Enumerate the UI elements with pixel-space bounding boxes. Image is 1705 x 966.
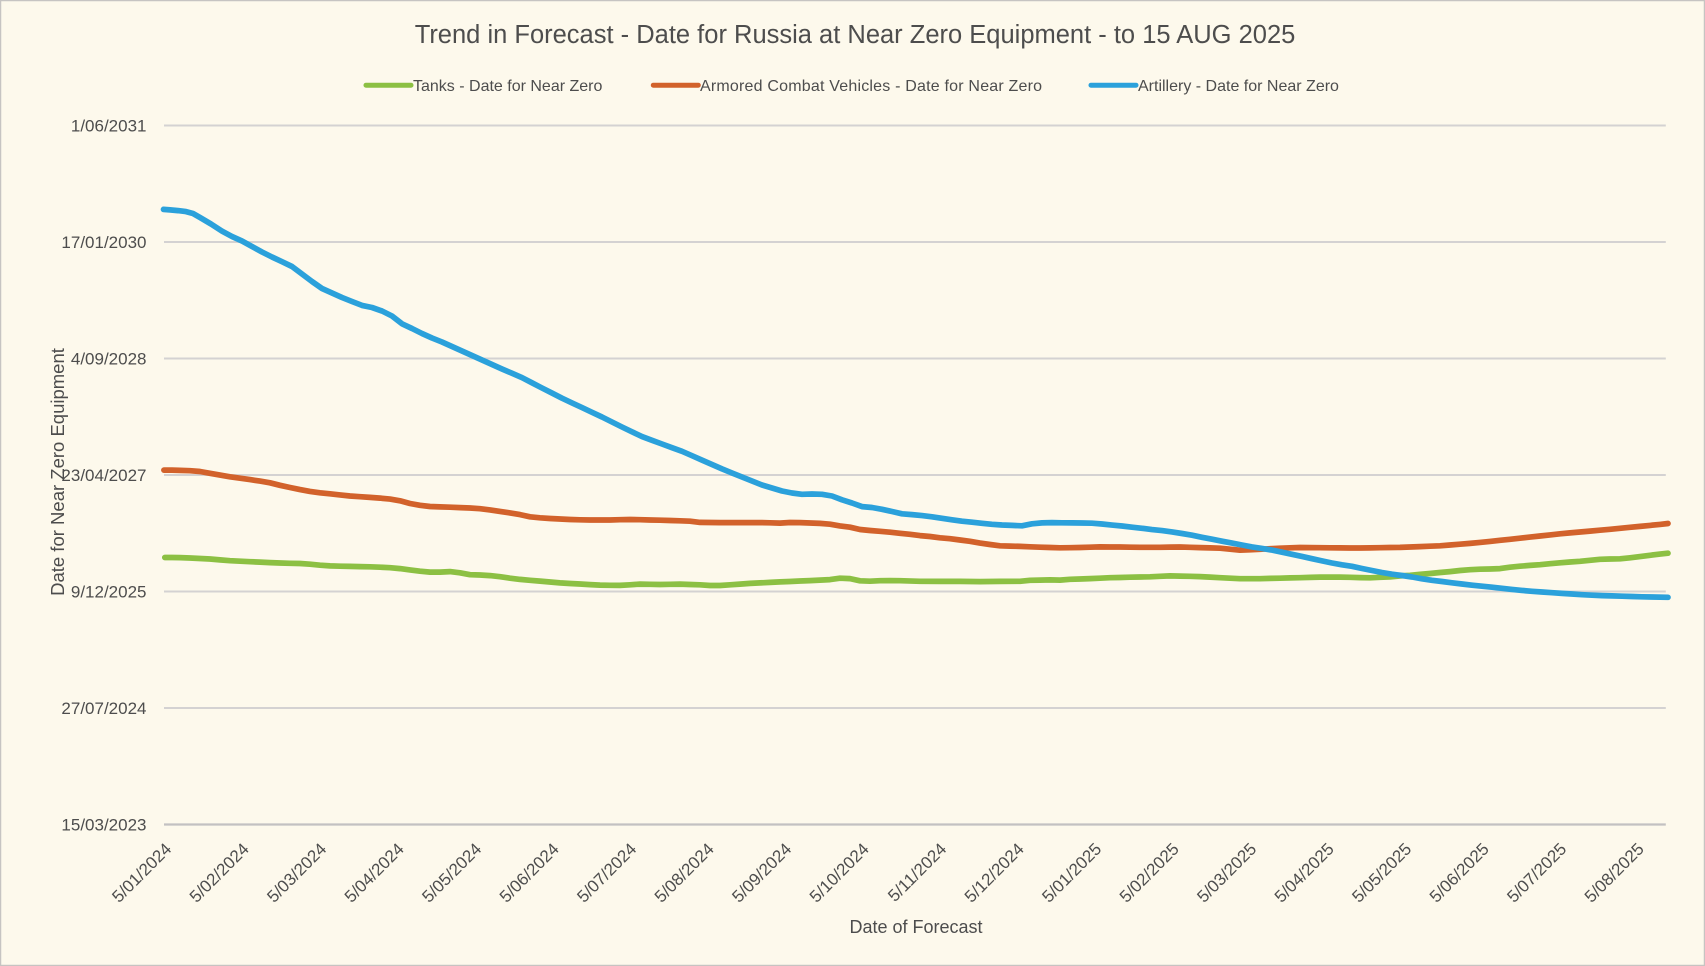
svg-text:4/09/2028: 4/09/2028 (71, 350, 147, 369)
svg-text:Armored Combat Vehicles - Date: Armored Combat Vehicles - Date for Near … (700, 78, 1042, 95)
svg-text:27/07/2024: 27/07/2024 (61, 699, 146, 718)
svg-text:Tanks - Date for Near Zero: Tanks - Date for Near Zero (413, 78, 603, 95)
svg-text:9/12/2025: 9/12/2025 (71, 583, 147, 602)
svg-text:17/01/2030: 17/01/2030 (61, 233, 146, 252)
svg-text:Date of Forecast: Date of Forecast (849, 917, 982, 937)
svg-text:15/03/2023: 15/03/2023 (61, 816, 146, 835)
svg-text:Date for Near Zero Equipment: Date for Near Zero Equipment (47, 348, 68, 596)
svg-text:1/06/2031: 1/06/2031 (71, 117, 147, 136)
svg-text:Trend in Forecast - Date for R: Trend in Forecast - Date for Russia at N… (415, 21, 1296, 49)
svg-text:Artillery - Date for Near Zero: Artillery - Date for Near Zero (1138, 78, 1339, 95)
svg-text:23/04/2027: 23/04/2027 (61, 466, 146, 485)
